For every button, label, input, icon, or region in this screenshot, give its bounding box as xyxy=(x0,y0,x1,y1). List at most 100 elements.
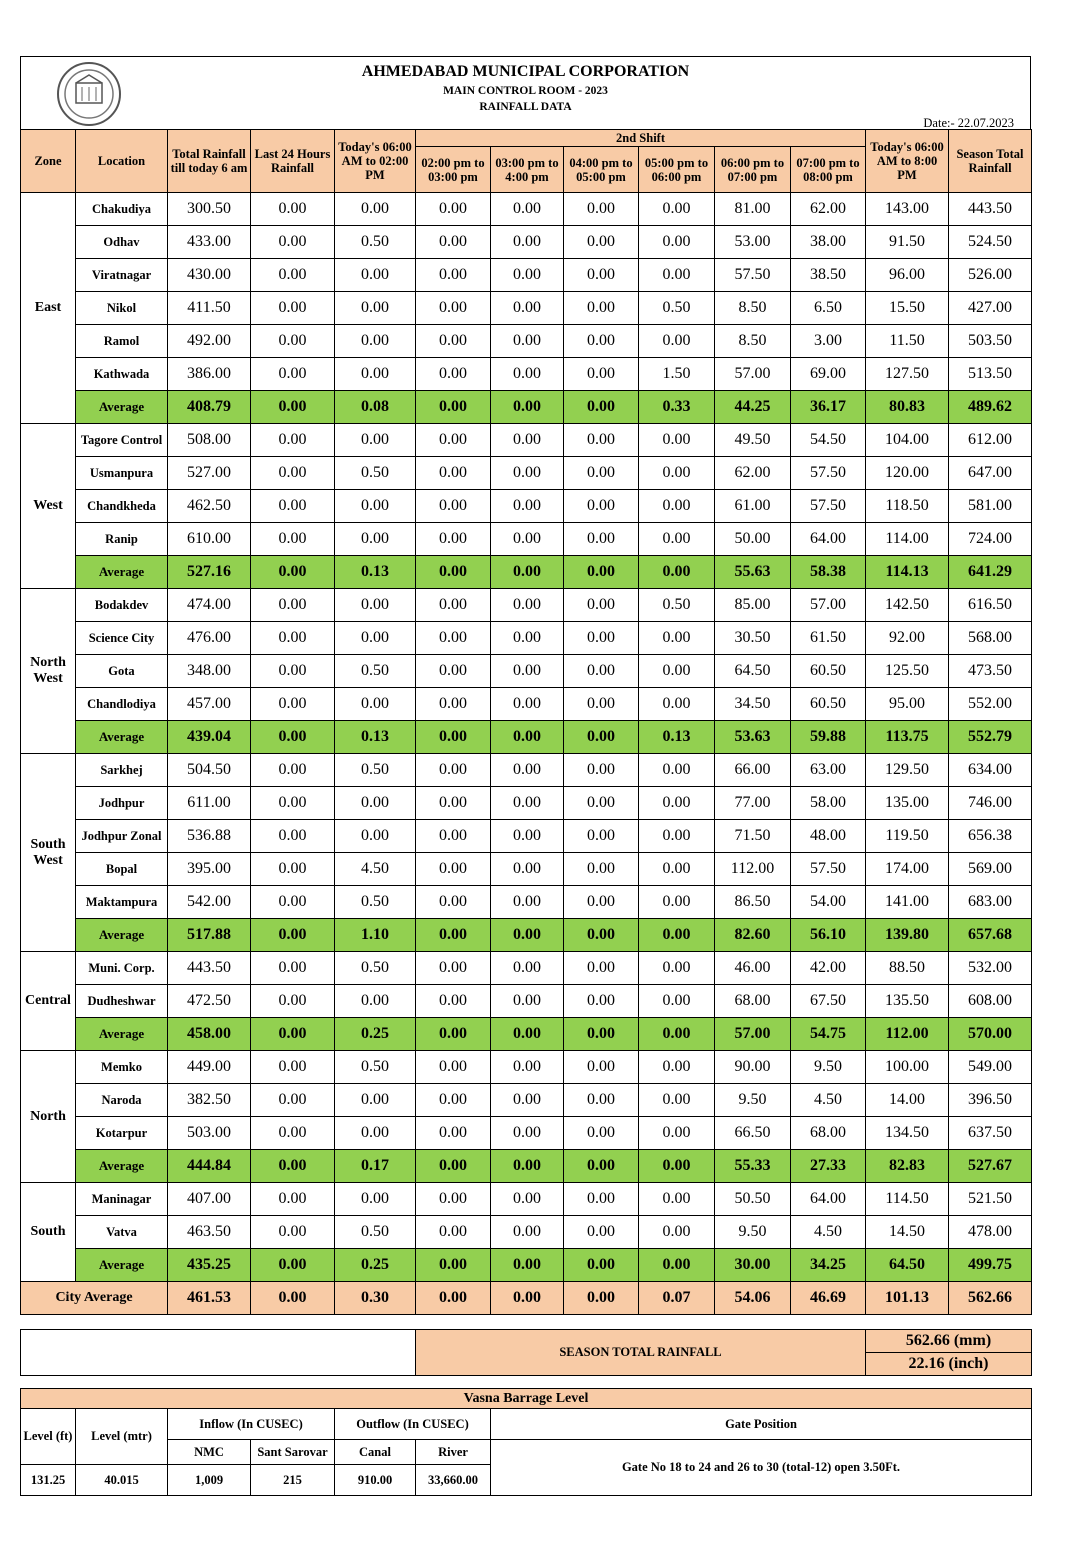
value: 34.25 xyxy=(789,1248,867,1282)
value: 0.00 xyxy=(638,918,715,952)
value: 92.00 xyxy=(865,621,950,655)
value: 59.88 xyxy=(789,720,867,754)
value: 0.00 xyxy=(563,654,639,688)
value: 61.50 xyxy=(789,621,867,655)
value: 430.00 xyxy=(167,258,251,292)
value: 0.00 xyxy=(563,1149,639,1183)
data-row: Usmanpura 527.00 0.00 0.50 0.00 0.00 0.00 0.00 6… xyxy=(21,456,1033,490)
value: 71.50 xyxy=(714,819,791,853)
barrage-table: Vasna Barrage Level Level (ft) Level (mtr)… xyxy=(19,1388,1033,1496)
value: 0.00 xyxy=(638,885,715,919)
average-row: Average 517.88 0.00 1.10 0.00 0.00 0.00 0.00 82.… xyxy=(21,918,1033,952)
value: 96.00 xyxy=(865,258,950,292)
value: 0.00 xyxy=(490,423,564,457)
value: 746.00 xyxy=(948,786,1033,820)
data-row: Viratnagar 430.00 0.00 0.00 0.00 0.00 0.00 0.00… xyxy=(21,258,1033,292)
value: 0.00 xyxy=(490,456,564,490)
value: 300.50 xyxy=(167,192,251,226)
value: 0.00 xyxy=(250,258,335,292)
value: 42.00 xyxy=(789,951,867,985)
value: 4.50 xyxy=(334,852,416,886)
value: 0.00 xyxy=(638,456,715,490)
value: 0.00 xyxy=(490,951,564,985)
value: 0.00 xyxy=(334,1182,416,1216)
value: 0.00 xyxy=(250,786,335,820)
value: 0.00 xyxy=(490,885,564,919)
value: 55.63 xyxy=(714,555,791,589)
value: 0.00 xyxy=(415,753,491,787)
value: 141.00 xyxy=(865,885,950,919)
value: 0.00 xyxy=(415,984,491,1018)
value: 135.50 xyxy=(865,984,950,1018)
data-row: South West Sarkhej 504.50 0.00 0.50 0.00 0.00 0… xyxy=(20,753,1033,952)
value: 112.00 xyxy=(714,852,791,886)
header-row: 02:00 pm to 03:00 pm 03:00 pm to 4:00 pm 0… xyxy=(21,146,1032,193)
value: 427.00 xyxy=(948,291,1033,325)
header-cell: Today's 06:00 AM to 8:00 PM xyxy=(865,129,950,193)
location: Kathwada xyxy=(75,357,168,391)
value: 0.00 xyxy=(415,1083,491,1117)
value: 616.50 xyxy=(948,588,1033,622)
value: 60.50 xyxy=(789,654,867,688)
value: 0.00 xyxy=(563,1083,639,1117)
value: 0.00 xyxy=(638,1149,715,1183)
value: 0.00 xyxy=(563,1215,639,1249)
value: 0.00 xyxy=(490,1083,564,1117)
value: 0.00 xyxy=(250,1215,335,1249)
location: Vatva xyxy=(75,1215,168,1249)
value: 77.00 xyxy=(714,786,791,820)
value: 0.00 xyxy=(250,852,335,886)
value: 0.00 xyxy=(490,1050,564,1084)
value: 129.50 xyxy=(865,753,950,787)
value: 435.25 xyxy=(167,1248,251,1282)
value: 91.50 xyxy=(865,225,950,259)
value: 0.00 xyxy=(638,1116,715,1150)
value: 54.06 xyxy=(714,1281,791,1315)
value: 82.60 xyxy=(714,918,791,952)
location: Maktampura xyxy=(75,885,168,919)
barrage-row: Level (ft) Level (mtr) Inflow (In CUSEC) Ou… xyxy=(20,1408,1033,1465)
value: 0.00 xyxy=(638,192,715,226)
logo xyxy=(57,62,121,126)
value: 552.79 xyxy=(948,720,1033,754)
value: 90.00 xyxy=(714,1050,791,1084)
value: 0.50 xyxy=(334,1050,416,1084)
barrage-cell: 33,660.00 xyxy=(415,1464,491,1496)
value: 407.00 xyxy=(167,1182,251,1216)
season-mm: 562.66 (mm) xyxy=(865,1329,1032,1353)
barrage-cell: 910.00 xyxy=(334,1464,416,1496)
value: 0.00 xyxy=(490,984,564,1018)
value: 57.00 xyxy=(714,357,791,391)
value: 504.50 xyxy=(167,753,251,787)
value: 0.00 xyxy=(490,489,564,523)
value: 461.53 xyxy=(167,1281,251,1315)
value: 527.67 xyxy=(948,1149,1033,1183)
value: 61.00 xyxy=(714,489,791,523)
value: 0.00 xyxy=(563,357,639,391)
value: 0.00 xyxy=(415,621,491,655)
value: 0.50 xyxy=(334,885,416,919)
value: 0.00 xyxy=(563,1116,639,1150)
value: 8.50 xyxy=(714,324,791,358)
value: 0.00 xyxy=(415,1149,491,1183)
value: 0.00 xyxy=(415,1116,491,1150)
zone: West xyxy=(20,423,76,589)
value: 0.00 xyxy=(250,753,335,787)
value: 517.88 xyxy=(167,918,251,952)
value: 0.00 xyxy=(334,786,416,820)
value: 724.00 xyxy=(948,522,1033,556)
value: 134.50 xyxy=(865,1116,950,1150)
data-row: Ramol 492.00 0.00 0.00 0.00 0.00 0.00 0.00 8.50 3… xyxy=(21,324,1033,358)
value: 15.50 xyxy=(865,291,950,325)
value: 449.00 xyxy=(167,1050,251,1084)
value: 174.00 xyxy=(865,852,950,886)
value: 0.00 xyxy=(250,1248,335,1282)
header-cell: 02:00 pm to 03:00 pm xyxy=(415,146,491,193)
value: 473.50 xyxy=(948,654,1033,688)
value: 0.00 xyxy=(415,720,491,754)
season-row: SEASON TOTAL RAINFALL 562.66 (mm) xyxy=(20,1329,1032,1376)
barrage-cell: Level (ft) xyxy=(20,1408,76,1465)
value: 433.00 xyxy=(167,225,251,259)
value: 0.00 xyxy=(638,522,715,556)
value: 6.50 xyxy=(789,291,867,325)
